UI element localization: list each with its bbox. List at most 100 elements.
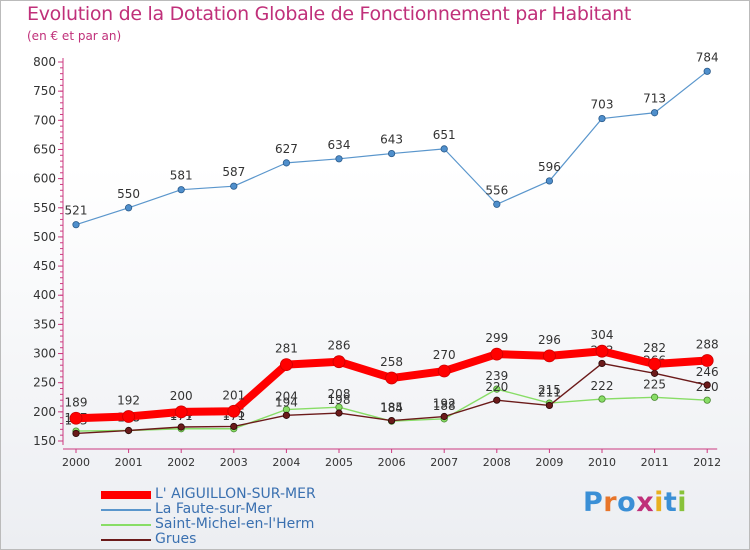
data-point	[440, 145, 448, 153]
data-label: 556	[485, 183, 508, 197]
data-point	[700, 354, 714, 367]
data-point	[174, 405, 188, 419]
data-label: 784	[696, 50, 719, 64]
data-point	[650, 393, 659, 401]
data-point	[595, 344, 609, 358]
series-line	[75, 70, 708, 226]
data-point	[282, 159, 290, 167]
logo-letter: i	[654, 487, 664, 518]
data-label: 643	[380, 133, 403, 147]
y-tick-label: 450	[33, 259, 56, 273]
x-tick-label: 2001	[115, 456, 143, 469]
data-point	[72, 221, 80, 229]
data-point	[122, 410, 135, 423]
data-point	[650, 369, 659, 377]
legend-label: Saint-Michel-en-l'Herm	[155, 516, 315, 532]
data-point	[72, 429, 80, 438]
data-label: 521	[65, 204, 88, 218]
data-point	[69, 411, 83, 425]
data-point	[332, 355, 346, 369]
data-label: 304	[591, 328, 614, 342]
data-point	[598, 114, 606, 123]
data-label: 713	[643, 92, 666, 106]
data-label: 258	[380, 355, 403, 369]
x-tick-label: 2000	[62, 456, 90, 469]
data-point	[282, 411, 290, 419]
x-tick-label: 2004	[272, 456, 300, 469]
y-tick-label: 650	[33, 142, 56, 156]
logo-letter: x	[636, 487, 655, 518]
data-point	[703, 381, 711, 389]
y-tick-label: 300	[33, 347, 56, 361]
data-label: 189	[65, 395, 88, 409]
data-point	[387, 416, 396, 425]
legend-label: La Faute-sur-Mer	[155, 501, 272, 517]
data-label: 192	[433, 397, 456, 411]
x-tick-label: 2010	[588, 456, 616, 469]
data-point	[650, 109, 659, 117]
data-label: 299	[485, 331, 508, 345]
data-point	[230, 182, 238, 190]
x-tick-label: 2008	[483, 456, 511, 469]
data-label: 281	[275, 342, 298, 356]
data-label: 188	[433, 399, 456, 413]
logo-letter: i	[677, 487, 688, 518]
data-point	[279, 358, 293, 372]
y-tick-label: 550	[33, 201, 56, 215]
data-label: 184	[380, 401, 403, 415]
data-label: 651	[433, 128, 456, 142]
chart-subtitle: (en € et par an)	[27, 29, 122, 43]
chart-title: Evolution de la Dotation Globale de Fonc…	[27, 3, 632, 25]
data-label: 200	[170, 389, 193, 403]
data-label: 215	[538, 383, 561, 397]
data-point	[493, 385, 501, 393]
y-tick-label: 800	[33, 55, 56, 69]
data-point	[177, 186, 185, 194]
x-tick-label: 2012	[693, 456, 721, 469]
data-label: 587	[222, 165, 245, 179]
data-point	[227, 404, 241, 418]
data-label: 220	[485, 380, 508, 394]
data-point	[598, 395, 606, 403]
data-point	[493, 200, 501, 208]
y-tick-label: 600	[33, 172, 56, 186]
data-label: 211	[538, 385, 561, 399]
legend-swatch	[101, 539, 151, 541]
x-tick-label: 2006	[378, 456, 406, 469]
data-point	[703, 396, 711, 404]
logo-letter: r	[603, 487, 618, 518]
data-point	[125, 426, 133, 435]
data-point	[335, 409, 343, 417]
y-tick-label: 250	[33, 376, 56, 390]
x-tick-label: 2007	[430, 456, 458, 469]
legend-swatch	[101, 524, 151, 526]
y-tick-label: 200	[33, 405, 56, 419]
data-point	[545, 177, 554, 185]
data-label: 208	[328, 387, 351, 401]
data-label: 201	[222, 388, 245, 402]
logo-letter: o	[617, 487, 637, 518]
data-label: 288	[696, 338, 719, 352]
data-label: 198	[328, 393, 351, 407]
data-point	[703, 67, 711, 75]
y-tick-label: 350	[33, 317, 56, 331]
data-label: 222	[591, 379, 614, 393]
data-label: 627	[275, 142, 298, 156]
data-point	[490, 347, 504, 361]
data-point	[543, 349, 556, 363]
x-tick-label: 2002	[167, 456, 195, 469]
legend-label: Grues	[155, 531, 197, 547]
proxiti-logo: Proxiti	[583, 487, 687, 518]
data-point	[598, 359, 606, 368]
x-tick-label: 2003	[220, 456, 248, 469]
x-tick-label: 2009	[535, 456, 563, 469]
data-point	[385, 371, 399, 385]
data-label: 185	[380, 401, 403, 415]
data-label: 703	[591, 98, 614, 112]
data-label: 282	[643, 341, 666, 355]
data-point	[125, 204, 133, 212]
data-point	[440, 412, 448, 421]
series-l-aiguillon-sur-mer: 189 192 200 201 281 286 258 270 299 296 304 282 288	[65, 328, 719, 425]
